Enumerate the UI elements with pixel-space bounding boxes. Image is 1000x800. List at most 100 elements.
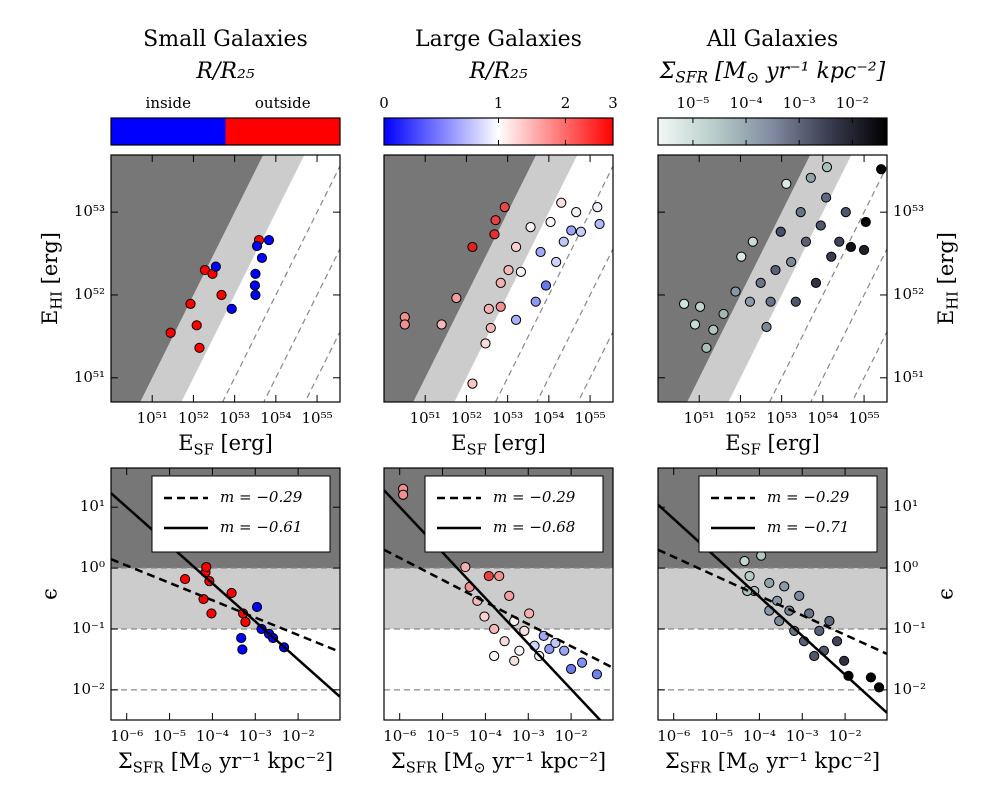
point bbox=[495, 301, 506, 312]
text-piece: SFR bbox=[675, 69, 708, 87]
column-subtitle: ΣSFR [M⊙ yr⁻¹ kpc⁻²] bbox=[659, 59, 886, 87]
plot-area bbox=[111, 155, 340, 402]
y-axis-label: EHI [erg] bbox=[934, 232, 962, 325]
point bbox=[708, 324, 719, 335]
text-piece: Σ bbox=[659, 59, 676, 84]
point bbox=[575, 226, 587, 237]
colorbar-frame bbox=[383, 117, 614, 146]
y-tick-label: 10⁵² bbox=[893, 285, 924, 303]
text-piece: SFR bbox=[133, 759, 165, 776]
y-tick-label: 10⁵¹ bbox=[893, 368, 924, 386]
point bbox=[689, 319, 701, 330]
y-tick-label: 10¹ bbox=[80, 497, 105, 515]
colorbar-label: outside bbox=[255, 94, 311, 112]
x-tick-label: 10⁵² bbox=[178, 409, 209, 427]
point bbox=[467, 241, 478, 253]
fit-line bbox=[658, 503, 887, 714]
legend-label: m = −0.71 bbox=[767, 518, 849, 536]
text-piece: E bbox=[38, 310, 62, 325]
point bbox=[831, 636, 843, 647]
point bbox=[594, 218, 605, 230]
x-tick-label: 10⁻³ bbox=[239, 727, 272, 745]
point bbox=[397, 489, 409, 500]
point bbox=[858, 244, 870, 256]
y-tick-label: 10⁰ bbox=[893, 558, 918, 576]
text-piece: yr⁻¹ kpc⁻²] bbox=[486, 749, 606, 773]
point bbox=[206, 608, 217, 619]
point bbox=[216, 289, 227, 301]
region bbox=[111, 155, 340, 402]
point bbox=[860, 216, 871, 228]
x-axis-label: ESF [erg] bbox=[178, 431, 273, 459]
point bbox=[718, 308, 729, 320]
point bbox=[251, 240, 263, 252]
fit-line bbox=[658, 548, 887, 656]
x-tick-label: 10⁻⁶ bbox=[110, 727, 143, 745]
column-subtitle: R/R₂₅ bbox=[468, 59, 527, 84]
y-axis-label: ϵ bbox=[38, 588, 62, 600]
x-tick-label: 10⁻³ bbox=[512, 727, 545, 745]
point bbox=[744, 296, 756, 307]
text-piece: [erg] bbox=[934, 232, 958, 291]
point bbox=[236, 632, 247, 644]
point bbox=[786, 256, 797, 268]
fit-line bbox=[384, 489, 602, 720]
point bbox=[185, 298, 196, 310]
point bbox=[399, 319, 410, 330]
point bbox=[790, 296, 801, 307]
point bbox=[524, 608, 535, 619]
text-piece: yr⁻¹ kpc⁻²] bbox=[760, 749, 880, 773]
point bbox=[489, 623, 500, 635]
axes-frame bbox=[110, 467, 341, 721]
point bbox=[249, 280, 260, 291]
point bbox=[804, 608, 815, 619]
point bbox=[250, 289, 261, 301]
fit-line bbox=[111, 492, 340, 698]
point bbox=[566, 225, 577, 236]
column-title: Large Galaxies bbox=[415, 27, 582, 52]
text-piece: [M bbox=[164, 749, 200, 773]
point bbox=[504, 590, 515, 601]
x-axis-label: ΣSFR [M⊙ yr⁻¹ kpc⁻²] bbox=[665, 749, 880, 777]
y-tick-label: 10⁻¹ bbox=[893, 619, 926, 637]
point bbox=[761, 321, 772, 333]
x-tick-label: 10⁵⁵ bbox=[849, 409, 880, 427]
point bbox=[179, 573, 191, 585]
text-piece: [erg] bbox=[487, 431, 546, 455]
point bbox=[250, 268, 261, 279]
point bbox=[515, 266, 527, 277]
point bbox=[876, 164, 887, 175]
point bbox=[483, 570, 494, 582]
text-piece: [erg] bbox=[761, 431, 820, 455]
point bbox=[503, 264, 514, 276]
point bbox=[794, 590, 805, 601]
point bbox=[826, 251, 837, 262]
colorbar-tick-label: 3 bbox=[608, 94, 618, 112]
point bbox=[510, 314, 522, 325]
point bbox=[489, 229, 500, 240]
colorbar-frame bbox=[657, 117, 888, 146]
point bbox=[781, 178, 792, 189]
axes-frame bbox=[383, 467, 614, 721]
point bbox=[770, 264, 781, 276]
colorbar-segment bbox=[225, 118, 340, 145]
point bbox=[739, 556, 750, 567]
point bbox=[834, 236, 845, 247]
point bbox=[256, 252, 268, 264]
x-tick-label: 10⁻⁴ bbox=[469, 727, 502, 745]
text-piece: E bbox=[178, 431, 193, 455]
point bbox=[779, 581, 790, 592]
point bbox=[556, 197, 567, 208]
x-tick-label: 10⁵¹ bbox=[410, 409, 441, 427]
point bbox=[263, 234, 275, 246]
point bbox=[499, 636, 510, 647]
point bbox=[755, 277, 766, 288]
x-tick-label: 10⁵³ bbox=[492, 409, 523, 427]
x-axis-label: ΣSFR [M⊙ yr⁻¹ kpc⁻²] bbox=[391, 749, 606, 777]
text-piece: SF bbox=[467, 441, 487, 458]
point bbox=[701, 342, 712, 353]
point bbox=[436, 319, 447, 330]
x-tick-label: 10⁻² bbox=[282, 727, 315, 745]
point bbox=[744, 570, 755, 582]
text-piece: HI bbox=[48, 291, 65, 310]
